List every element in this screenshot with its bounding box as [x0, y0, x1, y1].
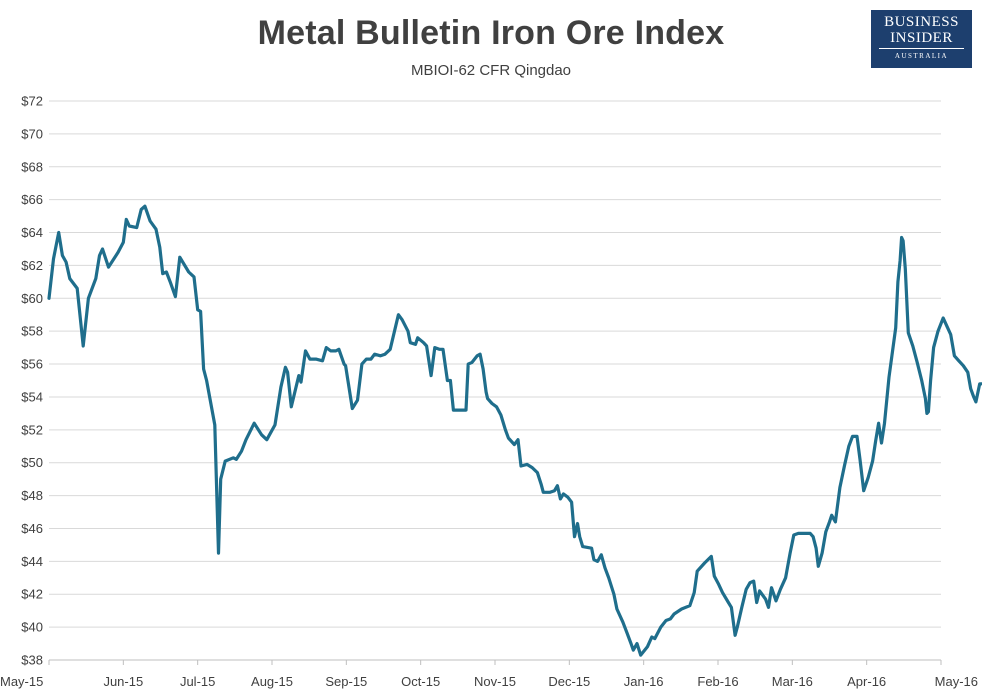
chart-subtitle: MBIOI-62 CFR Qingdao	[410, 62, 572, 79]
y-tick-label: $52	[21, 422, 43, 437]
gridlines	[49, 100, 941, 661]
x-tick-label: Jul-15	[180, 674, 215, 689]
business-insider-australia-logo: BUSINESS INSIDER AUSTRALIA	[871, 10, 972, 68]
x-tick-label: May-15	[0, 674, 43, 689]
y-tick-label: $46	[21, 521, 43, 536]
y-tick-label: $42	[21, 587, 43, 602]
y-tick-label: $60	[21, 291, 43, 306]
x-tick-label: Mar-16	[772, 674, 813, 689]
series-line	[47, 204, 982, 657]
y-tick-label: $38	[21, 653, 43, 668]
x-tick-label: Sep-15	[325, 674, 367, 689]
chart-title: Metal Bulletin Iron Ore Index	[257, 14, 725, 52]
x-tick-label: May-16	[935, 674, 978, 689]
y-tick-label: $68	[21, 159, 43, 174]
y-axis-tick-labels: $38 $40 $42 $44 $46 $48 $50 $52 $54 $56 $58 $60 $62 $…	[21, 94, 43, 668]
axes	[48, 659, 942, 665]
y-tick-label: $48	[21, 488, 43, 503]
y-tick-label: $40	[21, 620, 43, 635]
y-tick-label: $72	[21, 94, 43, 109]
x-tick-label: Jun-15	[103, 674, 143, 689]
x-tick-label: Nov-15	[474, 674, 516, 689]
x-tick-label: Oct-15	[401, 674, 440, 689]
x-tick-label: Aug-15	[251, 674, 293, 689]
series-layer	[47, 204, 982, 657]
y-tick-label: $50	[21, 455, 43, 470]
x-tick-label: Apr-16	[847, 674, 886, 689]
y-tick-label: $44	[21, 554, 43, 569]
y-tick-label: $58	[21, 324, 43, 339]
x-tick-label: Feb-16	[697, 674, 738, 689]
y-tick-label: $54	[21, 389, 43, 404]
y-tick-label: $62	[21, 258, 43, 273]
x-tick-label: Jan-16	[624, 674, 664, 689]
x-axis-tick-labels: May-15 Jun-15 Jul-15 Aug-15 Sep-15 Oct-15 Nov-…	[0, 674, 978, 689]
y-tick-label: $64	[21, 225, 43, 240]
y-tick-label: $66	[21, 192, 43, 207]
y-tick-label: $56	[21, 357, 43, 372]
y-tick-label: $70	[21, 126, 43, 141]
x-tick-label: Dec-15	[548, 674, 590, 689]
